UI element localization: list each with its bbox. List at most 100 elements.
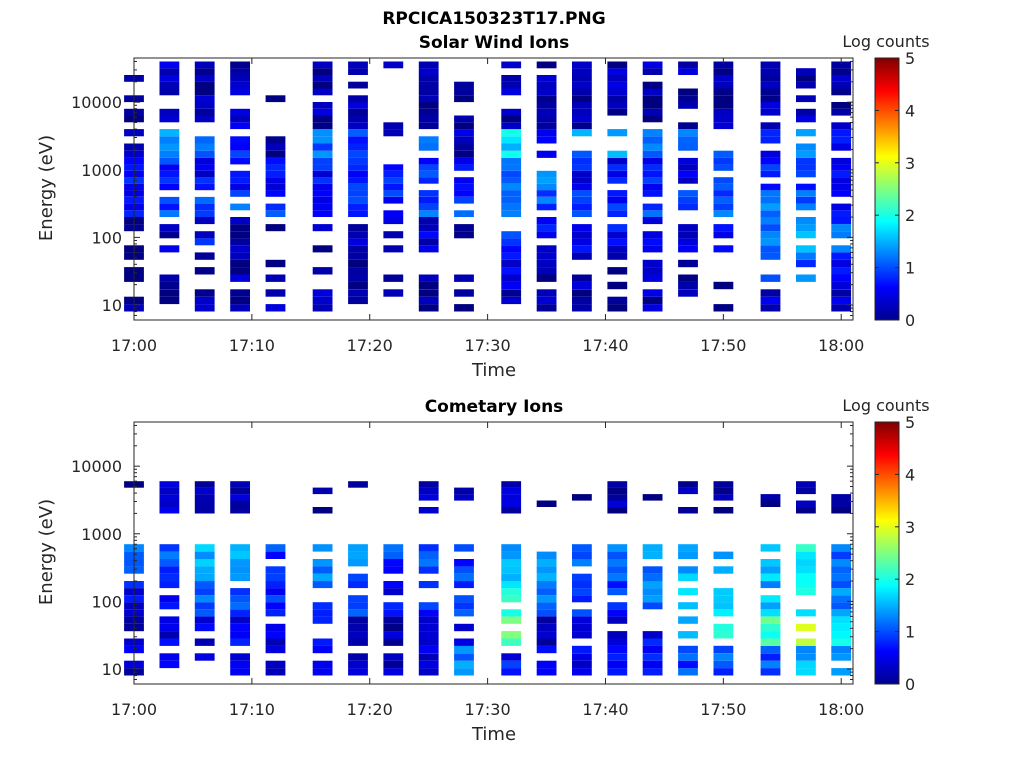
spectrogram-cell <box>454 122 474 130</box>
spectrogram-cell <box>501 660 522 669</box>
spectrogram-cell <box>760 122 781 130</box>
panel-title: Solar Wind Ions <box>419 33 570 53</box>
spectrogram-cell <box>454 653 474 661</box>
spectrogram-cell <box>642 274 663 282</box>
spectrogram-cell <box>265 595 286 603</box>
spectrogram-cell <box>678 203 698 211</box>
spectrogram-cell <box>607 559 628 567</box>
spectrogram-cell <box>383 164 404 171</box>
x-tick-label: 17:30 <box>465 700 511 719</box>
spectrogram-cell <box>831 143 852 151</box>
spectrogram-cell <box>312 487 333 495</box>
spectrogram-cell <box>760 75 781 82</box>
spectrogram-cell <box>607 102 628 109</box>
spectrogram-cell <box>607 544 628 552</box>
spectrogram-cell <box>760 304 781 312</box>
spectrogram-cell <box>265 573 286 582</box>
spectrogram-cell <box>501 595 522 603</box>
spectrogram-cell <box>678 231 698 239</box>
spectrogram-cell <box>348 177 368 184</box>
spectrogram-cell <box>831 81 852 89</box>
spectrogram-cell <box>607 609 628 617</box>
spectrogram-cell <box>194 177 215 184</box>
spectrogram-cell <box>760 224 781 232</box>
spectrogram-cell <box>642 660 663 669</box>
spectrogram-cell <box>572 494 592 501</box>
spectrogram-cell <box>454 544 474 552</box>
spectrogram-cell <box>265 289 286 297</box>
spectrogram-cell <box>501 183 522 191</box>
spectrogram-cell <box>194 95 215 103</box>
spectrogram-cell <box>713 102 734 109</box>
spectrogram-cell <box>383 566 404 574</box>
spectrogram-cell <box>501 544 522 552</box>
spectrogram-cell <box>159 296 180 305</box>
colorbar-tick-label: 3 <box>905 154 915 173</box>
spectrogram-cell <box>159 203 180 211</box>
spectrogram-cell <box>418 296 439 305</box>
spectrogram-cell <box>418 304 439 312</box>
spectrogram-cell <box>536 638 557 646</box>
spectrogram-cell <box>454 190 474 197</box>
spectrogram-cell <box>230 616 250 624</box>
spectrogram-cell <box>831 68 852 75</box>
spectrogram-cell <box>418 81 439 89</box>
spectrogram-cell <box>678 129 698 137</box>
spectrogram-cell <box>194 136 215 144</box>
spectrogram-cell <box>383 210 404 217</box>
spectrogram-cell <box>194 102 215 109</box>
spectrogram-cell <box>536 588 557 596</box>
spectrogram-cell <box>418 196 439 204</box>
spectrogram-cell <box>418 75 439 82</box>
spectrogram-cell <box>501 507 522 514</box>
spectrogram-cell <box>501 157 522 165</box>
spectrogram-cell <box>418 190 439 197</box>
spectrogram-cell <box>230 150 250 158</box>
spectrogram-cell <box>678 602 698 610</box>
spectrogram-cell <box>536 183 557 191</box>
spectrogram-cell <box>572 231 592 239</box>
spectrogram-cell <box>713 507 734 514</box>
spectrogram-cell <box>572 203 592 211</box>
spectrogram-cell <box>230 190 250 197</box>
x-axis-label: Time <box>471 724 516 745</box>
spectrogram-cell <box>194 638 215 646</box>
spectrogram-cell <box>454 157 474 165</box>
spectrogram-cell <box>678 573 698 582</box>
spectrogram-cell <box>713 631 734 639</box>
spectrogram-cell <box>607 75 628 82</box>
spectrogram-cell <box>501 115 522 123</box>
spectrogram-cell <box>760 602 781 610</box>
spectrogram-cell <box>607 668 628 676</box>
spectrogram-cell <box>796 559 816 567</box>
spectrogram-cell <box>454 645 474 654</box>
spectrogram-cell <box>831 170 852 178</box>
spectrogram-cell <box>159 150 180 158</box>
spectrogram-cell <box>194 573 215 582</box>
spectrogram-cell <box>831 122 852 130</box>
spectrogram-cell <box>501 150 522 158</box>
spectrogram-cell <box>760 296 781 305</box>
spectrogram-cell <box>760 183 781 191</box>
spectrogram-cell <box>194 88 215 96</box>
spectrogram-cell <box>194 143 215 151</box>
spectrogram-cell <box>536 566 557 574</box>
spectrogram-cell <box>607 500 628 507</box>
spectrogram-cell <box>265 588 286 596</box>
spectrogram-cell <box>607 296 628 305</box>
spectrogram-cell <box>760 595 781 603</box>
spectrogram-cell <box>348 559 368 567</box>
spectrogram-cell <box>501 252 522 260</box>
spectrogram-cell <box>831 304 852 312</box>
spectrogram-cell <box>760 190 781 197</box>
spectrogram-cell <box>572 238 592 246</box>
spectrogram-cell <box>713 115 734 123</box>
spectrogram-cell <box>348 61 368 69</box>
spectrogram-cell <box>348 259 368 268</box>
spectrogram-cell <box>678 487 698 495</box>
spectrogram-cell <box>418 616 439 624</box>
spectrogram-cell <box>607 224 628 232</box>
spectrogram-cell <box>536 95 557 103</box>
spectrogram-cell <box>607 653 628 661</box>
spectrogram-cell <box>348 616 368 624</box>
